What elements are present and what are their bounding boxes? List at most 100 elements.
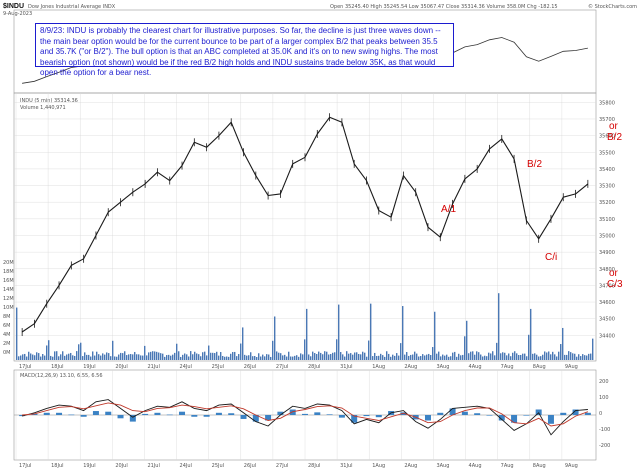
volume-bar	[236, 356, 238, 360]
macd-tick-label: 100	[599, 395, 609, 401]
volume-bar	[328, 354, 330, 360]
volume-bar	[242, 327, 244, 360]
volume-bar	[202, 352, 204, 360]
volume-bar	[474, 354, 476, 360]
date-tick-label: 8Aug	[533, 463, 546, 469]
volume-bar	[450, 356, 452, 360]
volume-bar	[230, 353, 232, 360]
volume-bar	[98, 354, 100, 360]
volume-bar	[306, 308, 308, 360]
volume-bar	[366, 356, 368, 360]
volume-bar	[502, 352, 504, 360]
volume-bar	[286, 356, 288, 360]
volume-bar	[176, 343, 178, 360]
volume-bar	[206, 355, 208, 360]
volume-bar	[514, 351, 516, 360]
volume-bar	[60, 354, 62, 360]
date-tick-label: 18Jul	[51, 463, 63, 469]
volume-bar	[516, 353, 518, 360]
volume-bar	[490, 353, 492, 360]
volume-bar	[294, 355, 296, 360]
macd-histogram-bar	[117, 415, 124, 419]
volume-bar	[526, 356, 528, 360]
volume-bar	[484, 355, 486, 360]
macd-histogram-bar	[92, 411, 99, 415]
price-tick-label: 35000	[599, 233, 615, 239]
volume-tick-label: 2M	[3, 341, 11, 347]
macd-histogram-bar	[166, 414, 173, 416]
volume-bar	[178, 351, 180, 360]
volume-bar	[316, 354, 318, 360]
macd-histogram-bar	[547, 415, 554, 424]
date-tick-label: 3Aug	[436, 364, 449, 370]
volume-bar	[454, 351, 456, 360]
volume-bar	[468, 353, 470, 360]
macd-histogram-bar	[437, 412, 444, 415]
volume-bar	[350, 353, 352, 360]
volume-bar	[386, 351, 388, 360]
volume-bar	[530, 308, 532, 360]
volume-bar	[344, 356, 346, 360]
price-tick-label: 34700	[599, 283, 615, 289]
volume-bar	[592, 338, 594, 360]
volume-bar	[312, 351, 314, 360]
volume-bar	[538, 356, 540, 360]
date-tick-label: 7Aug	[501, 463, 514, 469]
volume-bar	[34, 355, 36, 360]
volume-bar	[340, 352, 342, 360]
macd-histogram-bar	[461, 411, 468, 415]
volume-bar	[486, 356, 488, 360]
volume-bar	[368, 340, 370, 360]
volume-bar	[462, 354, 464, 360]
volume-bar	[338, 304, 340, 360]
volume-bar	[252, 356, 254, 360]
volume-bar	[100, 355, 102, 360]
volume-bar	[254, 356, 256, 360]
date-tick-label: 21Jul	[147, 364, 159, 370]
macd-histogram-bar	[265, 415, 272, 421]
wave-label-b2: B/2	[527, 159, 542, 170]
volume-bar	[470, 351, 472, 360]
volume-bar	[332, 352, 334, 360]
volume-bar	[152, 351, 154, 360]
volume-tick-label: 20M	[3, 260, 14, 266]
volume-bar	[296, 355, 298, 360]
volume-bar	[500, 353, 502, 360]
price-tick-label: 34500	[599, 317, 615, 323]
volume-bar	[364, 352, 366, 360]
date-tick-label: 4Aug	[469, 364, 482, 370]
macd-histogram-bar	[68, 414, 75, 416]
volume-bar	[552, 351, 554, 360]
volume-bar	[158, 352, 160, 360]
macd-histogram-bar	[511, 415, 518, 423]
volume-bar	[238, 354, 240, 360]
volume-bar	[444, 355, 446, 360]
volume-bar	[122, 353, 124, 360]
price-tick-label: 35200	[599, 200, 615, 206]
macd-histogram-bar	[203, 415, 210, 417]
volume-bar	[476, 351, 478, 360]
volume-bar	[28, 351, 30, 360]
volume-bar	[132, 354, 134, 360]
volume-bar	[292, 356, 294, 360]
volume-bar	[284, 354, 286, 360]
volume-bar	[86, 354, 88, 360]
volume-tick-label: 10M	[3, 305, 14, 311]
volume-bar	[372, 356, 374, 360]
volume-bar	[54, 351, 56, 360]
volume-bar	[534, 353, 536, 360]
volume-bar	[576, 356, 578, 360]
volume-bar	[380, 353, 382, 360]
volume-bar	[24, 353, 26, 360]
volume-bar	[420, 356, 422, 360]
volume-bar	[424, 355, 426, 360]
volume-bar	[192, 354, 194, 360]
volume-bar	[356, 352, 358, 360]
volume-bar	[518, 354, 520, 360]
volume-bar	[392, 354, 394, 360]
grid	[14, 93, 596, 460]
macd-histogram-bar	[523, 415, 530, 416]
volume-bar	[110, 356, 112, 360]
date-axis-bottom: 17Jul 18Jul 19Jul 20Jul 21Jul 24Jul 25Jul 26Jul…	[19, 463, 578, 469]
